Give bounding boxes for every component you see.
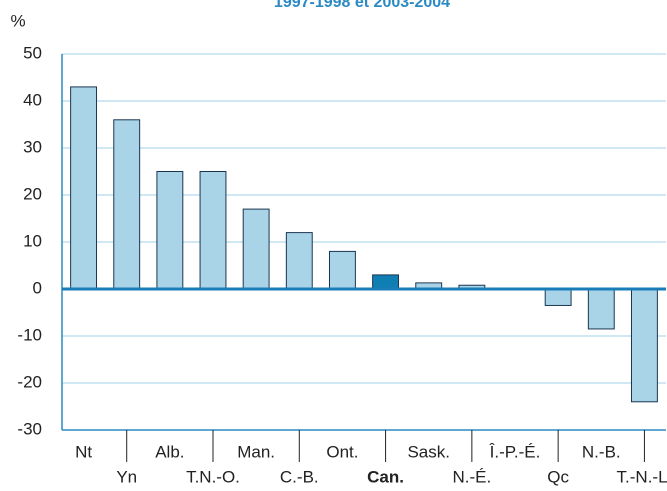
bar xyxy=(285,232,313,290)
y-tick-label: 0 xyxy=(33,278,42,297)
x-tick-label: Can. xyxy=(367,467,404,486)
y-tick-label: -10 xyxy=(17,325,42,344)
y-tick-label: -20 xyxy=(17,372,42,391)
bar xyxy=(544,288,572,306)
bar xyxy=(328,250,356,290)
x-tick-label: T.N.-O. xyxy=(186,467,240,486)
bar xyxy=(630,288,658,403)
x-tick-label: C.-B. xyxy=(280,467,319,486)
x-tick-label: Qc xyxy=(547,467,569,486)
x-tick-label: Yn xyxy=(116,467,137,486)
x-tick-label: T.-N.-L. xyxy=(617,467,667,486)
x-tick-label: Ont. xyxy=(326,442,358,461)
y-tick-label: 30 xyxy=(23,137,42,156)
chart-title: 1997-1998 et 2003-2004 xyxy=(274,0,450,11)
x-tick-label: Nt xyxy=(75,442,92,461)
bar xyxy=(113,119,141,290)
y-tick-label: 20 xyxy=(23,184,42,203)
bar xyxy=(156,171,184,290)
x-tick-label: Î.-P.-É. xyxy=(489,442,541,461)
bar xyxy=(372,274,400,290)
x-tick-label: Man. xyxy=(237,442,275,461)
x-tick-label: N.-B. xyxy=(582,442,621,461)
y-axis-label: % xyxy=(10,11,25,30)
bar xyxy=(587,288,615,330)
x-tick-label: Sask. xyxy=(407,442,450,461)
y-tick-label: 10 xyxy=(23,231,42,250)
y-tick-label: 50 xyxy=(23,43,42,62)
x-tick-label: Alb. xyxy=(155,442,184,461)
bar xyxy=(199,171,227,290)
bar xyxy=(242,208,270,290)
x-tick-label: N.-É. xyxy=(452,467,491,486)
bar xyxy=(70,86,98,290)
y-tick-label: 40 xyxy=(23,90,42,109)
y-tick-label: -30 xyxy=(17,419,42,438)
